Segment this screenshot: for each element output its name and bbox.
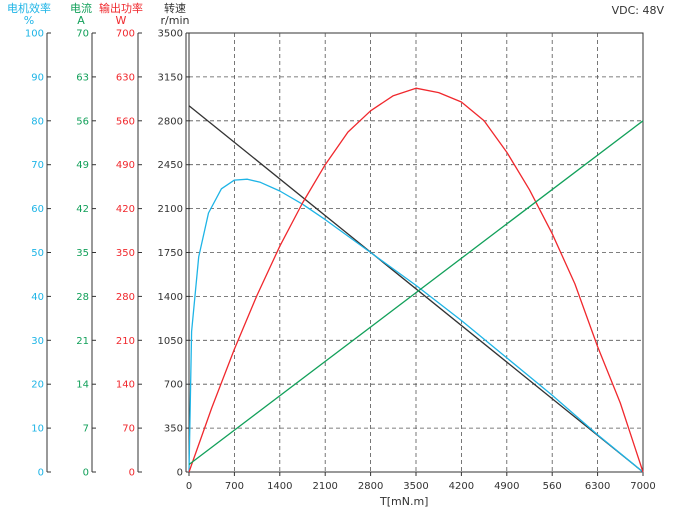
efficiency-tick-label: 100 — [25, 29, 44, 40]
power-tick-label: 0 — [129, 468, 135, 479]
current-axis-title: 电流 A — [51, 3, 111, 27]
speed-tick-label: 0 — [177, 468, 183, 479]
x-tick-label: 4900 — [494, 481, 519, 492]
efficiency-tick-label: 70 — [31, 160, 44, 171]
current-tick-label: 42 — [76, 204, 89, 215]
series-line-A — [188, 120, 644, 466]
power-axis-name: 输出功率 — [99, 2, 143, 15]
speed-tick-label: 3150 — [158, 72, 183, 83]
current-axis-name: 电流 — [70, 2, 92, 15]
vdc-label: VDC: 48V — [611, 4, 664, 17]
power-tick-label: 490 — [116, 160, 135, 171]
speed-axis-unit: r/min — [160, 14, 190, 27]
speed-tick-label: 1050 — [158, 336, 183, 347]
power-tick-label: 210 — [116, 336, 135, 347]
power-axis-title: 输出功率 W — [91, 3, 151, 27]
speed-tick-label: 350 — [164, 424, 183, 435]
x-tick-label: 3500 — [403, 481, 428, 492]
speed-tick-label: 1750 — [158, 248, 183, 259]
x-tick-label: 0 — [186, 481, 192, 492]
current-tick-label: 14 — [76, 380, 89, 391]
power-axis-unit: W — [115, 14, 127, 27]
current-tick-label: 21 — [76, 336, 89, 347]
current-axis-unit: A — [77, 14, 85, 27]
efficiency-axis-title: 电机效率 % — [0, 3, 59, 27]
power-tick-label: 70 — [122, 424, 135, 435]
speed-tick-label: 700 — [164, 380, 183, 391]
current-tick-label: 56 — [76, 116, 89, 127]
power-tick-label: 350 — [116, 248, 135, 259]
x-tick-label: 1400 — [267, 481, 292, 492]
current-tick-label: 70 — [76, 29, 89, 40]
efficiency-tick-label: 0 — [38, 468, 44, 479]
current-tick-label: 35 — [76, 248, 89, 259]
efficiency-tick-label: 10 — [31, 424, 44, 435]
efficiency-tick-label: 60 — [31, 204, 44, 215]
speed-axis-name: 转速 — [164, 2, 186, 15]
x-tick-label: 2100 — [312, 481, 337, 492]
efficiency-tick-label: 90 — [31, 72, 44, 83]
speed-axis-title: 转速 r/min — [145, 3, 205, 27]
efficiency-axis-unit: % — [23, 14, 35, 27]
efficiency-tick-label: 20 — [31, 380, 44, 391]
current-tick-label: 0 — [83, 468, 89, 479]
efficiency-tick-label: 40 — [31, 292, 44, 303]
power-tick-label: 630 — [116, 72, 135, 83]
x-tick-label: 700 — [225, 481, 244, 492]
speed-tick-label: 2450 — [158, 160, 183, 171]
power-tick-label: 560 — [116, 116, 135, 127]
efficiency-tick-label: 30 — [31, 336, 44, 347]
speed-tick-label: 2100 — [158, 204, 183, 215]
x-tick-label: 6300 — [585, 481, 610, 492]
current-tick-label: 63 — [76, 72, 89, 83]
speed-tick-label: 3500 — [158, 29, 183, 40]
efficiency-axis-name: 电机效率 — [7, 2, 51, 15]
power-tick-label: 280 — [116, 292, 135, 303]
efficiency-tick-label: 80 — [31, 116, 44, 127]
x-tick-label: 7000 — [630, 481, 655, 492]
speed-tick-label: 1400 — [158, 292, 183, 303]
x-tick-label: 4200 — [449, 481, 474, 492]
speed-tick-label: 2800 — [158, 116, 183, 127]
power-tick-label: 700 — [116, 29, 135, 40]
x-tick-label: 2800 — [358, 481, 383, 492]
series-line-W — [188, 87, 644, 473]
current-tick-label: 7 — [83, 424, 89, 435]
series-line-rmin — [188, 105, 644, 473]
x-axis-title: T[mN.m] — [380, 495, 429, 508]
current-tick-label: 49 — [76, 160, 89, 171]
current-tick-label: 28 — [76, 292, 89, 303]
x-tick-label: 560 — [543, 481, 562, 492]
power-tick-label: 420 — [116, 204, 135, 215]
power-tick-label: 140 — [116, 380, 135, 391]
series-line-% — [188, 178, 644, 473]
efficiency-tick-label: 50 — [31, 248, 44, 259]
